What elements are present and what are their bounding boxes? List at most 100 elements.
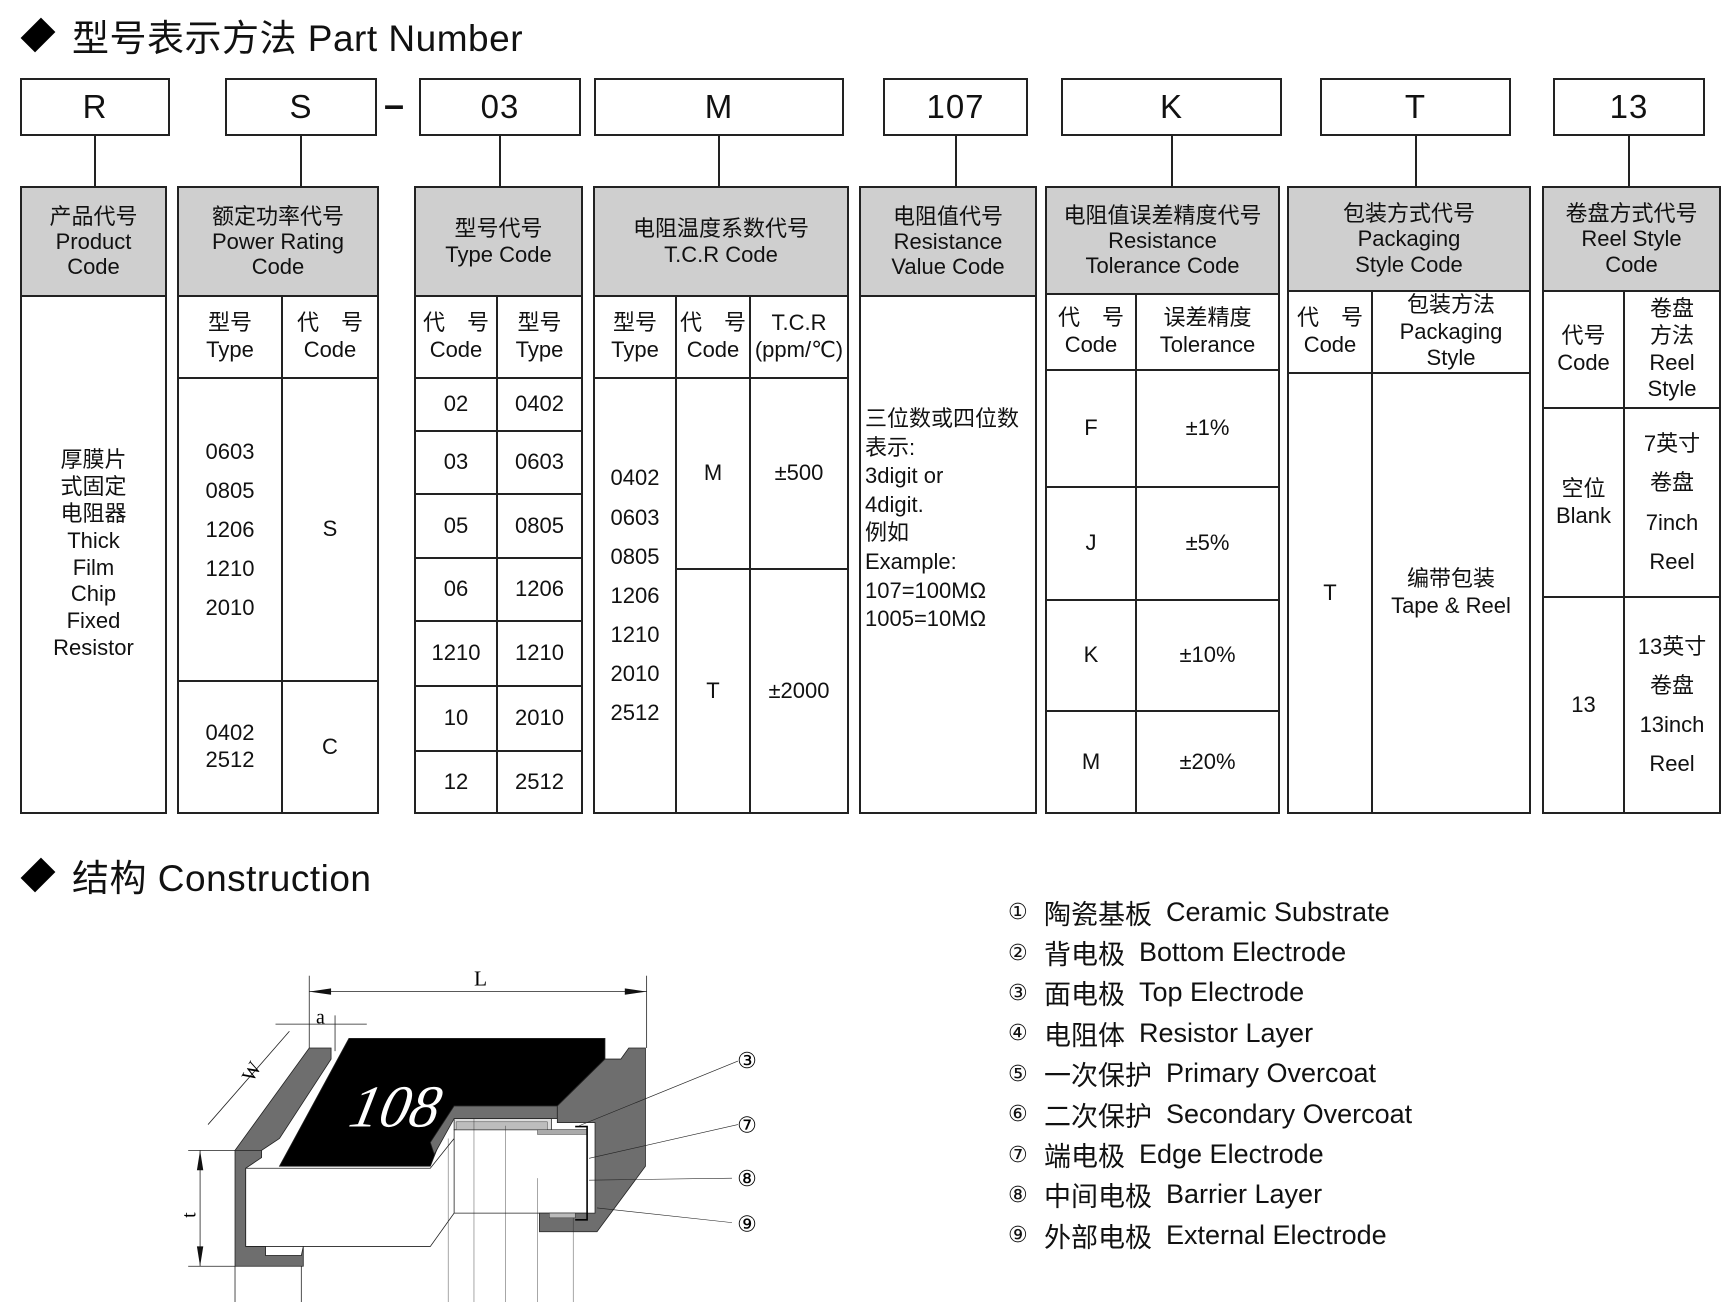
legend-zh: 端电极 [1044, 1142, 1125, 1173]
legend-en: Primary Overcoat [1166, 1058, 1377, 1089]
code-box-tcr: M [594, 78, 844, 136]
dimension-t: t [178, 1212, 200, 1218]
legend-num: ⑤ [1008, 1060, 1028, 1086]
code-box-packaging: T [1320, 78, 1511, 136]
legend-zh: 面电极 [1044, 980, 1125, 1011]
legend-zh: 外部电极 [1044, 1222, 1152, 1253]
part-number-title: 型号表示方法 Part Number [20, 8, 523, 62]
legend-item: ⑥ 二次保护 Secondary Overcoat [1008, 1094, 1412, 1134]
legend-zh: 二次保护 [1044, 1101, 1152, 1132]
connector-line [718, 136, 720, 186]
resistance-description: 三位数或四位数 表示: 3digit or 4digit. 例如 Example… [859, 295, 1037, 814]
tolerance-row-value: ±5% [1135, 486, 1280, 601]
connector-line [1628, 136, 1630, 186]
reel-row-code: 空位 Blank [1542, 407, 1625, 598]
legend-num: ⑥ [1008, 1101, 1028, 1127]
top-electrode-cut [537, 1129, 588, 1135]
bottom-electrode-cut [549, 1212, 576, 1219]
diamond-bullet-icon [20, 17, 56, 53]
tcr-col-type: 型号 Type [593, 295, 677, 379]
type-col-code: 代 号 Code [414, 295, 498, 379]
legend-en: Bottom Electrode [1139, 937, 1347, 968]
tcr-row-code: M [675, 377, 751, 570]
tolerance-row-code: K [1045, 599, 1137, 712]
legend-zh: 电阻体 [1044, 1020, 1125, 1051]
tcr-col-value: T.C.R (ppm/℃) [749, 295, 849, 379]
tolerance-row-code: F [1045, 369, 1137, 488]
separator-dash: – [384, 84, 405, 125]
reel-row-code: 13 [1542, 596, 1625, 814]
edge-electrode [575, 1125, 588, 1221]
power-col-code: 代 号 Code [281, 295, 379, 379]
tolerance-col-code: 代 号 Code [1045, 293, 1137, 371]
legend-item: ⑧ 中间电极 Barrier Layer [1008, 1175, 1412, 1215]
tcr-col-code: 代 号 Code [675, 295, 751, 379]
connector-line [94, 136, 96, 186]
type-row-code: 02 [414, 377, 498, 432]
type-row-code: 05 [414, 493, 498, 559]
legend-item: ① 陶瓷基板 Ceramic Substrate [1008, 892, 1412, 932]
construction-legend: ① 陶瓷基板 Ceramic Substrate ② 背电极 Bottom Electro… [1008, 892, 1412, 1256]
code-box-power-rating: S [225, 78, 377, 136]
tcr-row-code: T [675, 568, 751, 814]
legend-item: ⑨ 外部电极 External Electrode [1008, 1215, 1412, 1255]
type-row-type: 2010 [496, 685, 583, 752]
product-code-header: 产品代号 Product Code [20, 186, 167, 297]
power-row-code: C [281, 680, 379, 814]
left-terminal-front [234, 1149, 304, 1267]
tolerance-row-value: ±20% [1135, 710, 1280, 814]
reel-header: 卷盘方式代号 Reel Style Code [1542, 186, 1721, 292]
legend-item: ⑤ 一次保护 Primary Overcoat [1008, 1054, 1412, 1094]
legend-item: ③ 面电极 Top Electrode [1008, 973, 1412, 1013]
legend-num: ② [1008, 939, 1028, 965]
tolerance-row-value: ±10% [1135, 599, 1280, 712]
callout-7: ⑦ [737, 1113, 757, 1138]
legend-num: ④ [1008, 1020, 1028, 1046]
legend-en: Resistor Layer [1139, 1017, 1314, 1048]
legend-item: ② 背电极 Bottom Electrode [1008, 932, 1412, 972]
power-row-types: 0603 0805 1206 1210 2010 [177, 377, 283, 682]
type-row-code: 1210 [414, 620, 498, 687]
type-row-code: 06 [414, 557, 498, 622]
power-col-type: 型号 Type [177, 295, 283, 379]
legend-en: Edge Electrode [1139, 1139, 1324, 1170]
power-row-code: S [281, 377, 379, 682]
tolerance-row-code: M [1045, 710, 1137, 814]
code-box-resistance-value: 107 [883, 78, 1028, 136]
type-row-type: 1210 [496, 620, 583, 687]
type-code-header: 型号代号 Type Code [414, 186, 583, 297]
type-row-type: 0603 [496, 430, 583, 495]
chip-resistor-construction-drawing: 108 L a W t b ③ ⑦ ⑧ ⑨ ⑥ ⑤ ④ ① ② [178, 967, 757, 1302]
connector-line [499, 136, 501, 186]
reel-row-style: 13英寸 卷盘 13inch Reel [1623, 596, 1721, 814]
dimension-b: b [263, 1300, 273, 1302]
legend-num: ① [1008, 899, 1028, 925]
type-row-type: 1206 [496, 557, 583, 622]
connector-line [300, 136, 302, 186]
reel-col-code: 代号 Code [1542, 290, 1625, 409]
legend-num: ③ [1008, 979, 1028, 1005]
power-rating-header: 额定功率代号 Power Rating Code [177, 186, 379, 297]
marking-text: 108 [344, 1074, 447, 1140]
legend-zh: 一次保护 [1044, 1061, 1152, 1092]
type-row-type: 0402 [496, 377, 583, 432]
code-box-type: 03 [419, 78, 581, 136]
code-box-tolerance: K [1061, 78, 1282, 136]
packaging-col-style: 包装方法 Packaging Style [1371, 290, 1531, 374]
legend-en: Ceramic Substrate [1166, 896, 1390, 927]
legend-en: Secondary Overcoat [1166, 1098, 1413, 1129]
type-row-type: 0805 [496, 493, 583, 559]
right-terminal [539, 1047, 646, 1233]
type-row-type: 2512 [496, 750, 583, 814]
legend-zh: 中间电极 [1044, 1182, 1152, 1213]
packaging-row-style: 编带包装 Tape & Reel [1371, 372, 1531, 814]
tolerance-col-value: 误差精度 Tolerance [1135, 293, 1280, 371]
dimension-L: L [474, 967, 487, 991]
legend-num: ⑦ [1008, 1141, 1028, 1167]
tcr-row-value: ±500 [749, 377, 849, 570]
legend-num: ⑧ [1008, 1181, 1028, 1207]
product-description: 厚膜片 式固定 电阻器 Thick Film Chip Fixed Resist… [20, 295, 167, 814]
connector-line [1414, 136, 1417, 186]
connector-line [954, 136, 957, 186]
resistor-layer-cut [455, 1121, 548, 1130]
